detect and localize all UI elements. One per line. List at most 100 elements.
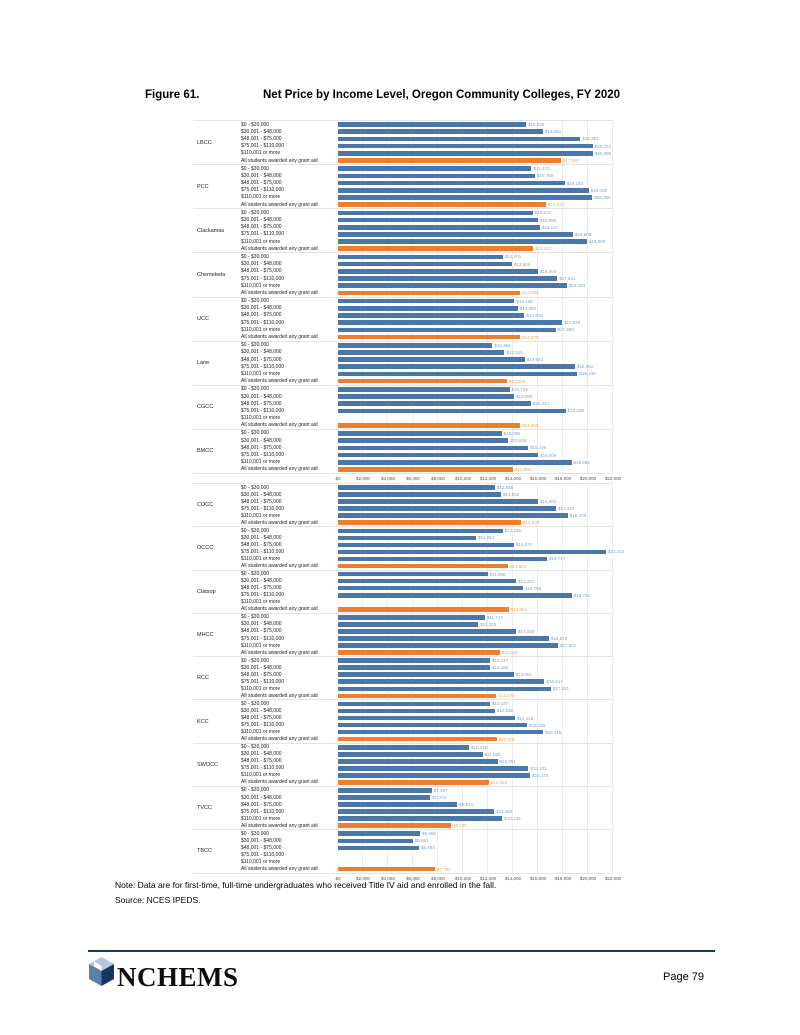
bar-row: $48,001 - $75,000 $12,761 [241,757,613,765]
income-category-label: $110,001 or more [241,858,281,865]
bar-plot-area: $19,909 [338,238,613,246]
income-level-bar [338,722,528,728]
bar-row: $0 - $30,000 $13,201 [241,253,613,261]
bar-plot-area: $15,473 [338,165,613,173]
bar-row: $75,001 - $110,000 $15,231 [241,764,613,772]
income-level-bar [338,686,551,692]
bar-row: $48,001 - $75,000 $14,943 [241,356,613,364]
college-rows: $0 - $30,000 $13,169 $30,001 - $48,000 $11,… [241,527,624,570]
income-level-bar [338,701,490,707]
income-category-label: $48,001 - $75,000 [241,585,282,592]
x-axis-tick-label: $6,000 [406,476,420,481]
bar-plot-area: $13,169 [338,527,613,535]
income-category-label: $0 - $30,000 [241,430,270,437]
bar-plot-area: $13,615 [338,437,613,445]
bar-row: $48,001 - $75,000 $14,071 [241,541,613,549]
bar-row: All students awarded any grant aid $14,63… [241,519,613,527]
bar-value-label: $15,473 [533,166,550,172]
bar-value-label: $13,042 [503,492,520,498]
bar-plot-area: $7,374 [338,794,613,802]
bar-value-label: $14,943 [526,357,544,363]
bar-value-label: $14,093 [516,394,533,400]
income-category-label: $48,001 - $75,000 [241,268,282,275]
bar-plot-area [338,414,613,422]
nchems-logo: NCHEMS [88,957,239,992]
bar-value-label: $12,055 [490,779,507,785]
bar-value-label: $6,569 [422,831,436,837]
bar-row: $30,001 - $48,000 $5,981 [241,837,613,845]
income-level-bar [338,802,458,807]
bar-plot-area: $18,682 [338,458,613,466]
bar-row: $30,001 - $48,000 $7,374 [241,794,613,802]
bar-value-label: $12,705 [498,736,516,742]
bar-row: $48,001 - $75,000 $14,051 [241,671,613,679]
bar-row: $75,001 - $110,000 $18,701 [241,591,613,599]
bar-row: All students awarded any grant aid $13,99… [241,465,613,473]
income-level-bar [338,499,539,504]
bar-plot-area: $17,601 [338,642,613,650]
income-category-label: $75,001 - $110,000 [241,231,285,238]
x-axis-tick-label: $22,000 [604,875,622,881]
bar-value-label: $14,569 [522,422,539,428]
bar-value-label: $9,035 [452,823,467,829]
bar-value-label: $12,502 [496,809,513,815]
income-level-bar [338,751,483,757]
bar-row: All students awarded any grant aid $16,62… [241,201,613,209]
income-level-bar [338,371,578,377]
bar-row: $0 - $30,000 $13,089 [241,429,613,438]
college-group: BMCC $0 - $30,000 $13,089 $30,001 - $48,000… [193,428,613,473]
bar-plot-area: $12,535 [338,707,613,715]
bar-plot-area: $12,705 [338,735,613,743]
figure-number: Figure 61. [145,89,200,101]
income-level-bar [338,173,535,179]
income-level-bar [338,809,495,814]
income-category-label: $110,001 or more [241,685,281,692]
income-category-label: $0 - $30,000 [241,787,270,794]
bar-value-label: $16,147 [541,224,559,230]
bar-plot-area: $13,604 [338,562,613,570]
bar-row: $30,001 - $48,000 $14,382 [241,304,613,312]
bar-plot-area: $12,147 [338,700,613,708]
college-label: PCC [197,183,209,190]
college-label: Lane [197,360,210,367]
bar-row: All students awarded any grant aid $7,781 [241,865,613,873]
grant-aid-bar [338,520,521,526]
income-category-label: $30,001 - $48,000 [241,534,282,541]
income-category-label: $110,001 or more [241,555,281,562]
income-category-label: All students awarded any grant aid [241,245,318,252]
x-axis-tick-label: $14,000 [504,875,522,881]
bar-value-label: $19,391 [582,136,599,142]
bar-row: All students awarded any grant aid $13,66… [241,605,613,613]
bar-row: All students awarded any grant aid $12,67… [241,692,613,700]
bar-row: $75,001 - $110,000 $18,209 [241,407,613,415]
college-label: COCC [197,502,214,509]
bar-plot-area: $12,159 [338,664,613,672]
income-level-bar [338,636,549,641]
income-category-label: $48,001 - $75,000 [241,400,282,407]
bar-row: $110,001 or more $20,390 [241,149,613,157]
income-category-label: All students awarded any grant aid [241,201,318,208]
income-category-label: $30,001 - $48,000 [241,217,282,224]
bar-plot-area: $15,759 [338,172,613,180]
bar-row: $110,001 or more $18,378 [241,512,613,520]
grant-aid-bar [338,378,507,384]
figure-title-text: Net Price by Income Level, Oregon Commun… [263,89,621,101]
college-rows: $0 - $30,000 $13,723 $30,001 - $48,000 $14,… [241,385,613,429]
income-category-label: $30,001 - $48,000 [241,621,282,628]
college-rows: $0 - $30,000 $15,572 $30,001 - $48,000 $15,… [241,209,613,253]
income-level-bar [338,535,477,541]
college-label: TVCC [197,805,212,812]
income-level-bar [338,795,431,800]
bar-value-label: $12,147 [491,658,509,664]
bar-row: All students awarded any grant aid $13,50… [241,377,613,385]
income-category-label: $0 - $30,000 [241,657,270,664]
income-level-bar [338,744,469,750]
bar-plot-area: $14,237 [338,577,613,585]
bar-row: $0 - $30,000 $11,747 [241,613,613,621]
bar-row: $110,001 or more $15,374 [241,771,613,779]
income-category-label: All students awarded any grant aid [241,519,318,526]
bar-row: $0 - $30,000 $11,969 [241,570,613,578]
grant-aid-bar [338,693,497,699]
bar-plot-area: $13,042 [338,491,613,499]
